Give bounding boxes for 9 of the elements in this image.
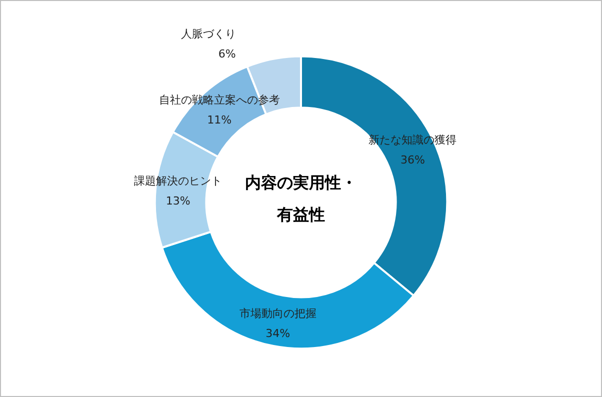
data-label: 6% (218, 48, 236, 61)
slice-label: 人脈づくり (180, 28, 236, 41)
data-label: 34% (266, 327, 290, 340)
text: 内容の実用性・有益性 (245, 173, 357, 224)
data-label: 36% (400, 153, 425, 166)
data-label: 11% (207, 113, 232, 126)
data-label: 13% (166, 194, 190, 208)
slice-label: 課題解決のヒント (134, 174, 222, 188)
slice-label: 市場動向の把握 (239, 307, 316, 320)
